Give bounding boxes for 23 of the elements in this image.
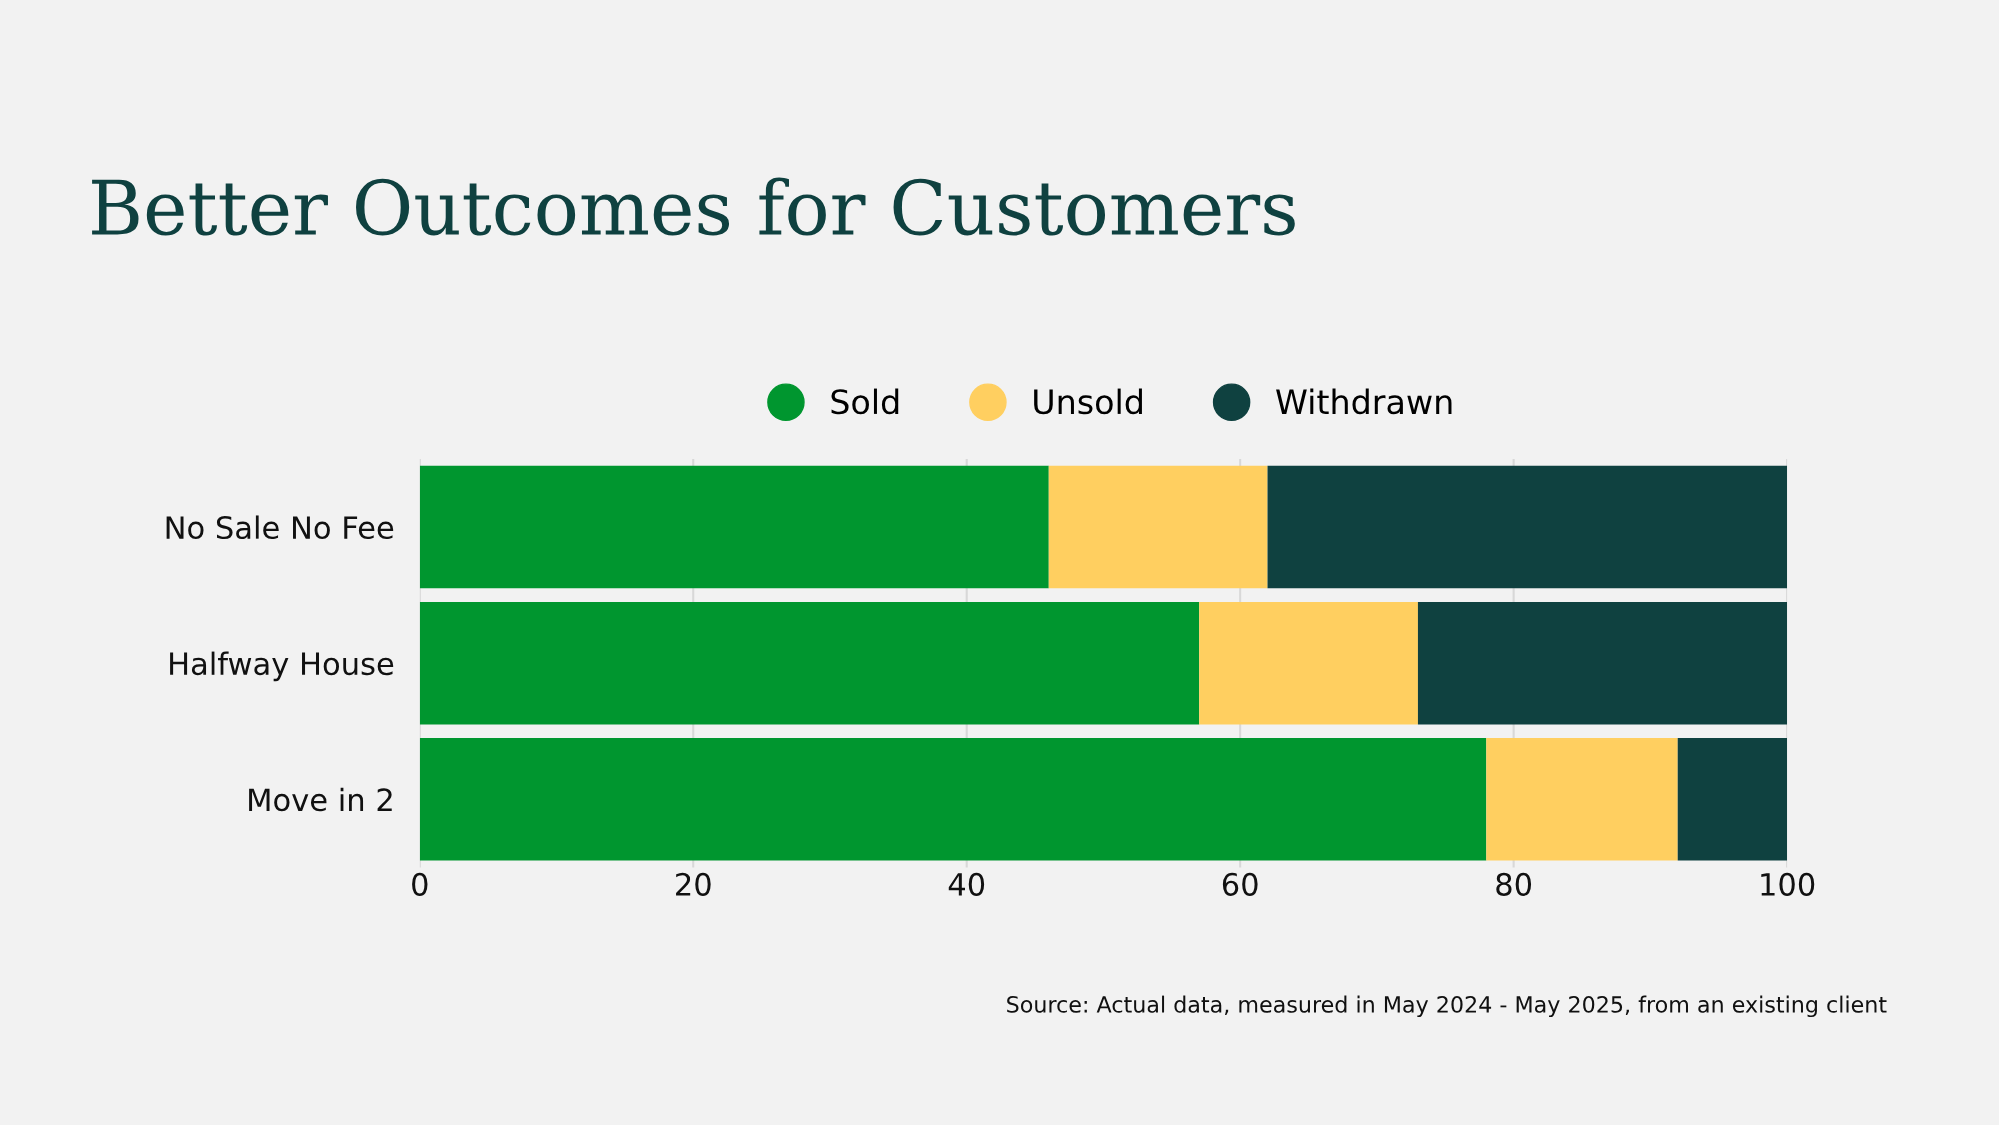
bar <box>1199 601 1418 725</box>
source-note: Source: Actual data, measured in May 2024 - May 2025, from an existing client <box>1007 995 1887 1018</box>
bar <box>1267 465 1788 589</box>
x-tick-label: 100 <box>1761 872 1815 896</box>
legend-label: Unsold <box>1034 388 1142 415</box>
y-tick-label: Move in 2 <box>249 787 392 812</box>
x-tick-label: 20 <box>676 872 711 896</box>
bar <box>419 738 1487 861</box>
x-tick-label: 0 <box>412 872 428 896</box>
y-tick-label: No Sale No Fee <box>166 515 394 540</box>
chart-title: Better Outcomes for Customers <box>92 177 1295 236</box>
x-tick-label: 60 <box>1222 872 1258 896</box>
legend-label: Sold <box>831 388 899 415</box>
legend-label: Withdrawn <box>1276 388 1452 415</box>
x-tick-label: 80 <box>1496 872 1532 896</box>
bar <box>419 465 1049 589</box>
bar <box>1048 465 1268 589</box>
bar <box>419 601 1200 725</box>
y-tick-label: Halfway House <box>170 651 394 682</box>
bar <box>1486 738 1678 861</box>
bar <box>1417 601 1788 725</box>
bar <box>1677 738 1788 861</box>
x-tick-label: 40 <box>948 872 985 896</box>
